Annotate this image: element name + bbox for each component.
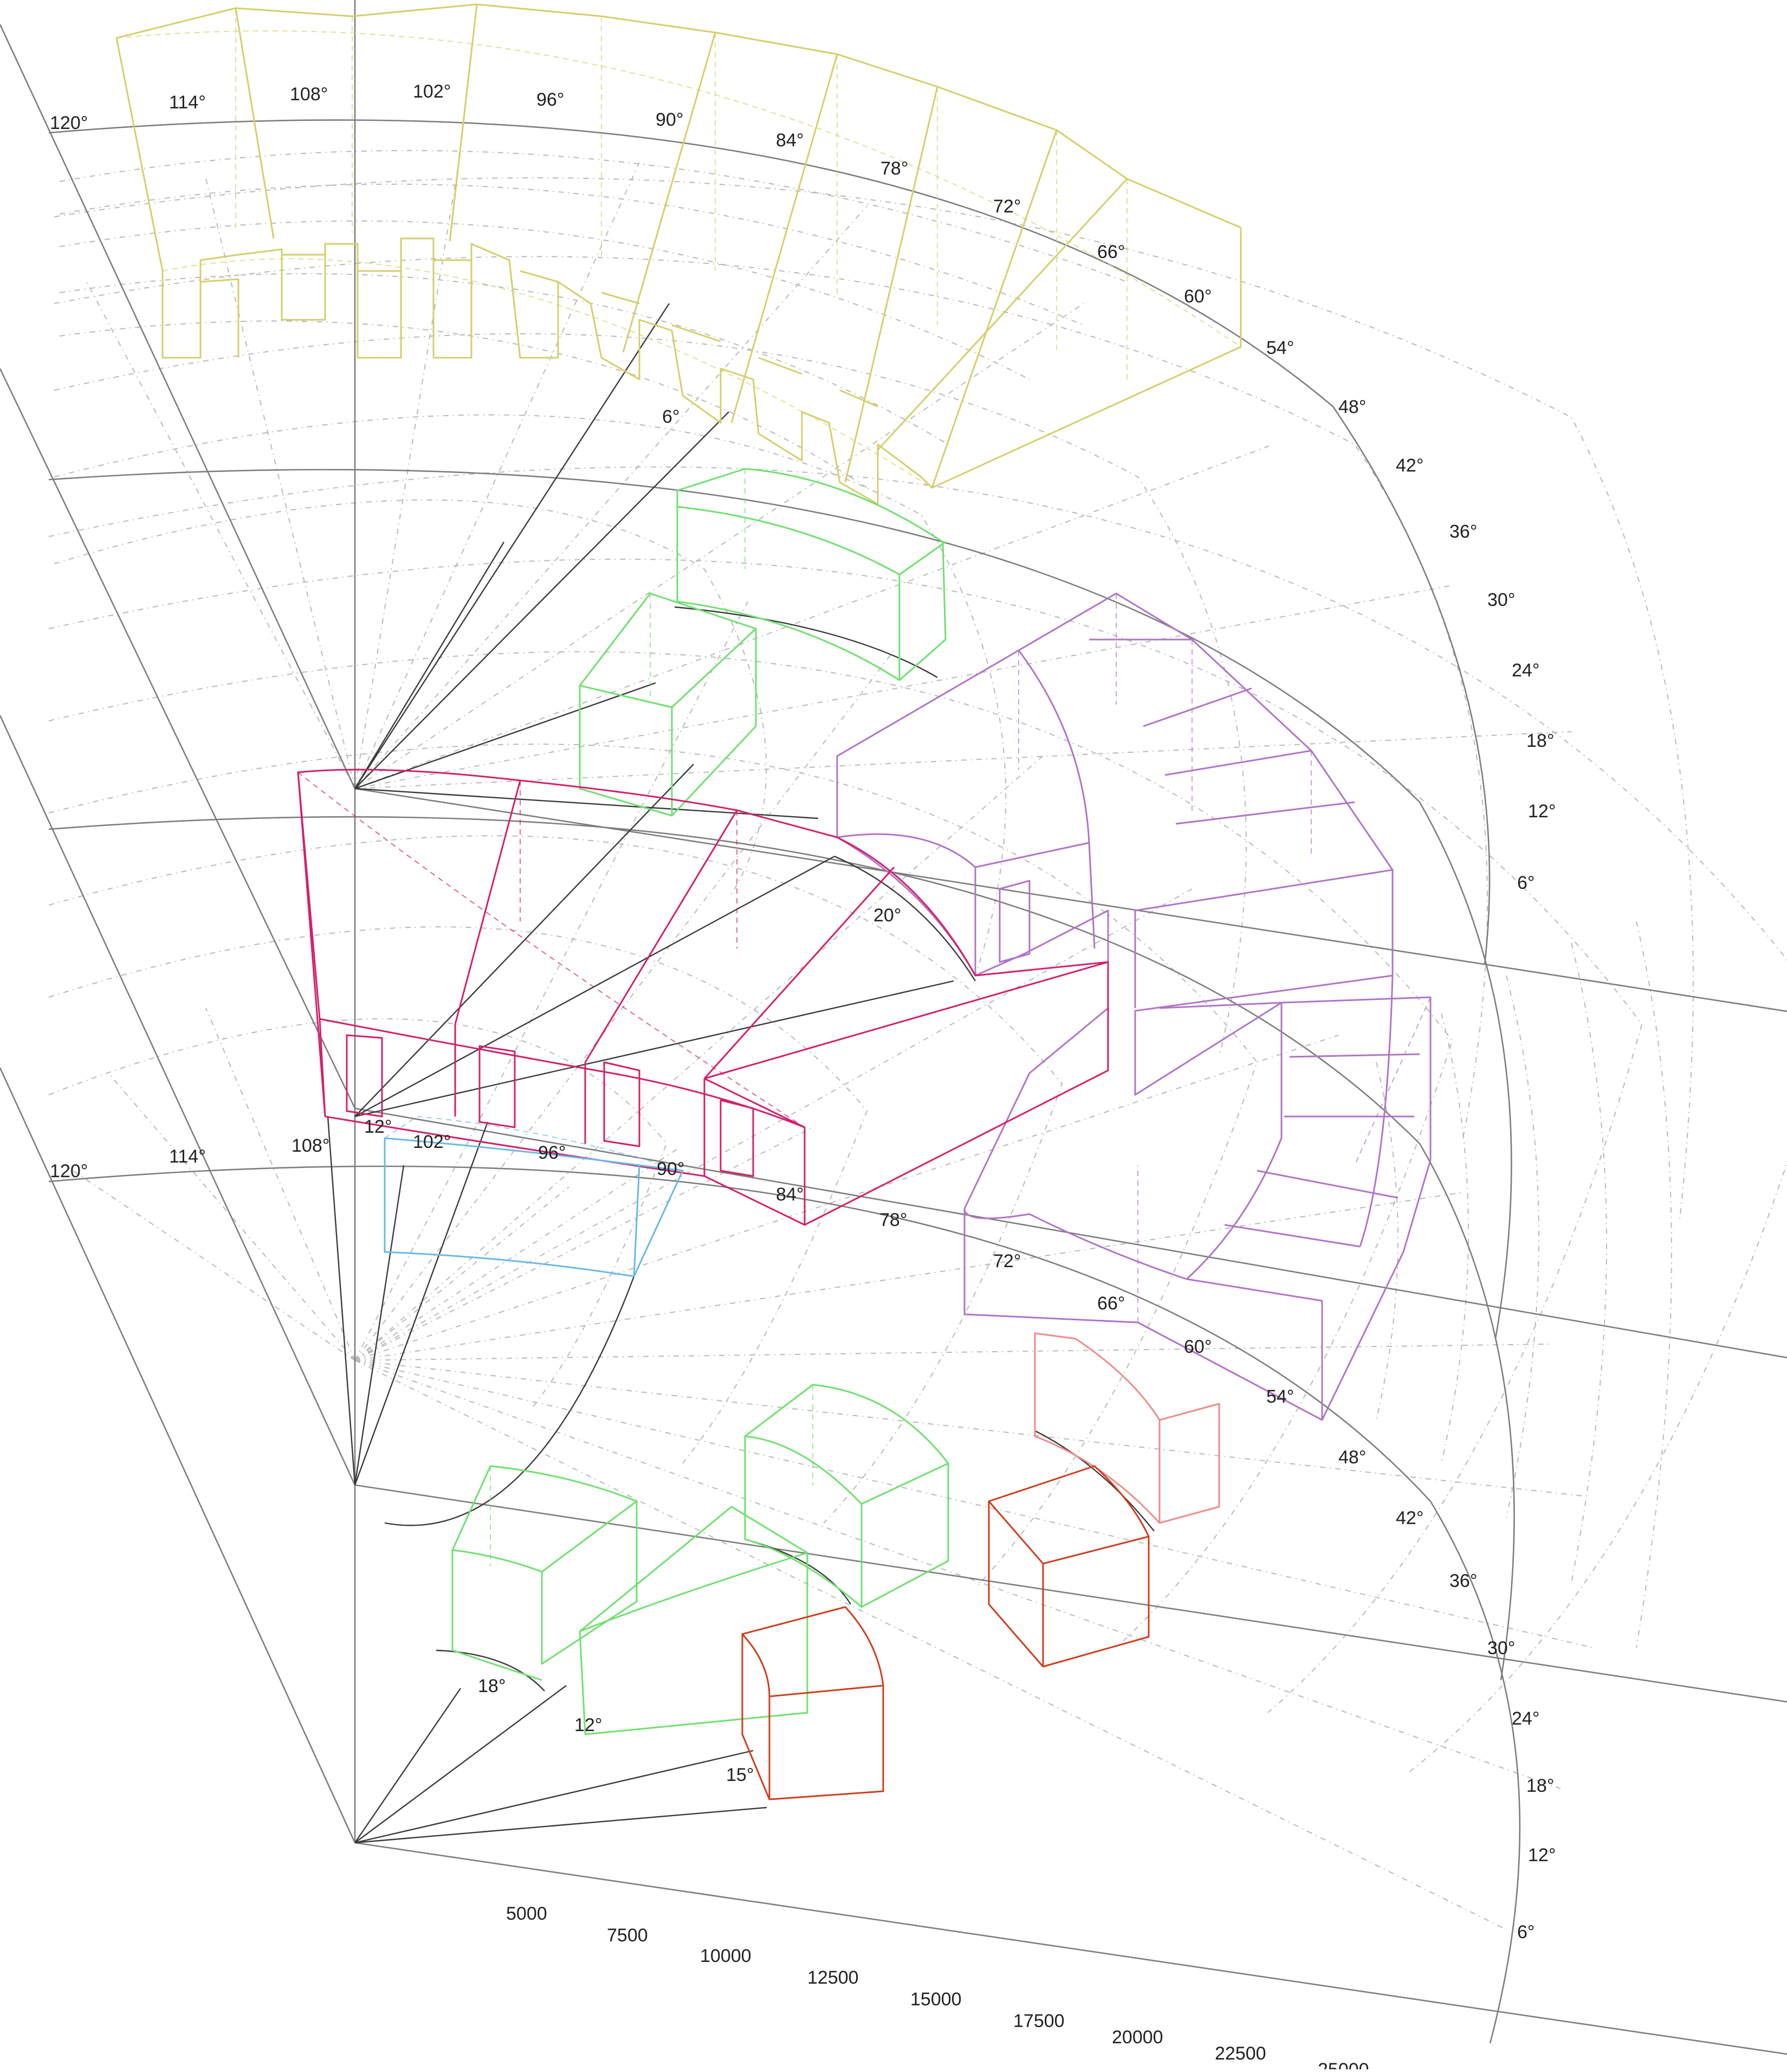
top-fan-angle-label-2: 108° [290,84,328,105]
right-arc-lower-angle-label-3: 30° [1487,1638,1515,1658]
right-arc-upper-angle-label-3: 36° [1449,521,1477,542]
middle-fan-angle-label-6: 84° [776,1184,804,1205]
right-arc-upper-angle-label-2: 42° [1396,455,1423,476]
top-fan-angle-label-3: 102° [413,81,451,102]
salmon-building-volume [1034,1332,1220,1524]
top-fan-angle-label-6: 84° [776,130,804,151]
middle-fan-angle-label-1: 114° [169,1146,206,1167]
middle-fan-angle-label-0: 120° [50,1161,88,1182]
blue-building-volume [384,1116,684,1277]
top-fan-angle-label-9: 66° [1097,242,1125,262]
orange-building-volumes [741,1465,1150,1800]
top-fan-inner-angle-label-0: 6° [662,406,680,427]
radius-label-5: 17500 [1013,2011,1065,2031]
top-fan-angle-label-4: 96° [536,89,564,110]
top-fan-angle-label-5: 90° [656,109,683,130]
middle-fan-angle-label-3: 102° [413,1132,451,1152]
middle-fan-angle-label-7: 78° [879,1210,907,1230]
middle-fan-angle-label-4: 96° [538,1142,566,1163]
top-fan-angle-label-10: 60° [1184,286,1212,307]
green-building-volumes [451,468,949,1735]
right-arc-lower-angle-label-0: 48° [1338,1447,1366,1468]
radius-label-0: 5000 [506,1903,547,1924]
top-fan-angle-label-0: 120° [50,113,88,133]
radius-label-3: 12500 [807,1967,859,1988]
right-arc-lower-angle-label-7: 6° [1517,1922,1535,1942]
magenta-building-volume [297,769,1109,1226]
radius-label-7: 22500 [1215,2043,1266,2064]
radius-label-2: 10000 [700,1946,752,1966]
radius-label-6: 20000 [1112,2027,1163,2048]
top-fan-angle-label-8: 72° [993,196,1021,217]
top-fan-angle-label-1: 114° [169,92,206,113]
right-arc-lower-angle-label-1: 42° [1396,1508,1423,1528]
right-arc-lower-angle-label-2: 36° [1449,1571,1477,1591]
right-arc-lower-angle-label-6: 12° [1528,1845,1556,1866]
right-arc-upper-angle-label-5: 24° [1512,660,1539,681]
right-arc-lower-angle-label-5: 18° [1526,1776,1554,1796]
right-arc-lower-angle-label-4: 24° [1512,1708,1539,1729]
middle-fan-angle-label-8: 72° [993,1251,1021,1271]
middle-fan-angle-label-9: 66° [1097,1293,1125,1314]
purple-building-volume [836,592,1432,1421]
middle-fan-angle-label-5: 90° [657,1159,684,1179]
yellow-building-volumes [115,3,1242,505]
middle-fan-angle-label-11: 54° [1266,1386,1294,1407]
polar-grid [48,150,1787,1930]
right-arc-upper-angle-label-1: 48° [1338,397,1366,417]
right-arc-upper-angle-label-6: 18° [1526,731,1554,751]
diagram-labels: 120° 114° 108° 102° 96° 90° 84° 78° 72° 66° 60° 6° 5… [50,81,1556,2072]
radius-label-8: 25000 [1318,2060,1369,2069]
radius-label-4: 15000 [910,1989,962,2010]
bottom-fan-angle-label-0: 18° [478,1676,506,1696]
middle-fan-angle-label-10: 60° [1184,1337,1212,1357]
bottom-fan-angle-label-2: 15° [726,1765,754,1785]
right-arc-upper-angle-label-4: 30° [1487,590,1515,610]
right-arc-upper-angle-label-7: 12° [1528,801,1556,822]
middle-fan-extra-angle-label-1: 20° [873,905,901,926]
top-fan-angle-label-7: 78° [880,158,908,179]
right-arc-upper-angle-label-8: 6° [1517,873,1535,893]
middle-fan-extra-angle-label-0: 12° [364,1116,392,1137]
radius-label-1: 7500 [607,1925,648,1946]
right-arc-upper-angle-label-0: 54° [1266,338,1294,358]
bottom-fan-angle-label-1: 12° [574,1715,602,1735]
black-rays [327,303,1155,1844]
middle-fan-angle-label-2: 108° [292,1135,329,1156]
